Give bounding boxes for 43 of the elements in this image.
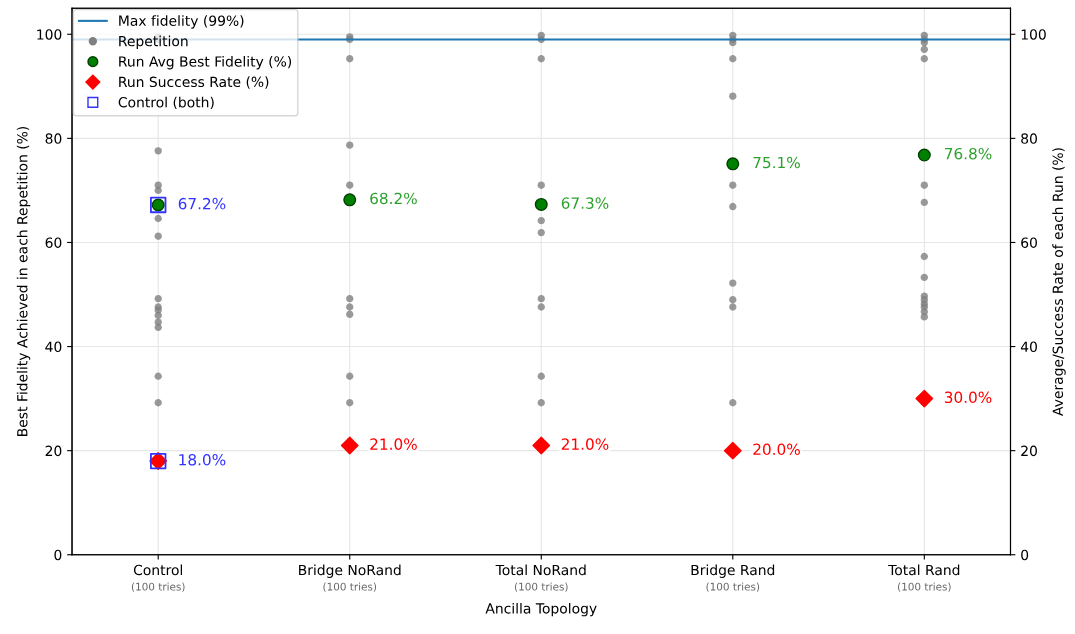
point — [726, 157, 740, 171]
y2-tick-label: 40 — [1020, 341, 1037, 353]
data-label: 30.0% — [944, 391, 992, 404]
y2-axis-title: Average/Success Rate of each Run (%) — [1052, 148, 1066, 416]
data-label: 20.0% — [753, 443, 800, 456]
legend-label: Max fidelity (99%) — [119, 15, 244, 29]
data-label: 21.0% — [561, 438, 609, 450]
point — [532, 436, 551, 455]
point — [343, 193, 357, 207]
x-axis-title: Ancilla Topology — [485, 602, 597, 617]
y-tick-label: 40 — [45, 341, 62, 353]
category-label: Total Rand (100 tries) — [888, 564, 960, 592]
y2-tick-label: 80 — [1021, 133, 1037, 144]
y2-tick-label: 20 — [1021, 445, 1037, 457]
data-label: 76.8% — [945, 147, 992, 160]
data-label: 21.0% — [370, 438, 417, 450]
data-label: 67.3% — [561, 197, 609, 209]
category-label: Bridge NoRand (100 tries) — [299, 564, 401, 592]
point — [917, 148, 931, 162]
legend-label: Run Success Rate (%) — [119, 76, 269, 89]
category-label: Bridge Rand (100 tries) — [691, 564, 775, 592]
y-tick-label: 100 — [37, 29, 62, 40]
y-tick-label: 0 — [54, 549, 62, 561]
y2-tick-label: 0 — [1021, 549, 1029, 561]
data-label: 68.2% — [370, 192, 417, 205]
data-label: 18.0% — [179, 453, 226, 466]
point — [723, 441, 742, 460]
data-label: 67.2% — [178, 197, 226, 210]
data-label: 75.1% — [753, 156, 800, 169]
y-tick-label: 20 — [45, 445, 62, 457]
y2-tick-label: 60 — [1021, 237, 1037, 248]
y-tick-label: 80 — [45, 133, 62, 144]
category-label: Total NoRand (100 tries) — [495, 564, 586, 592]
y-axis-title: Best Fidelity Achieved in each Repetition (%) — [16, 126, 31, 436]
point — [534, 197, 548, 211]
legend-label: Control (both) — [118, 96, 214, 110]
point — [915, 389, 934, 408]
point — [340, 436, 359, 455]
y2-tick-label: 100 — [1021, 29, 1046, 40]
category-label: Control (100 tries) — [131, 564, 185, 592]
legend-label: Run Avg Best Fidelity (%) — [119, 55, 292, 70]
y-tick-label: 60 — [45, 237, 62, 248]
legend-label: Repetition — [119, 35, 188, 50]
